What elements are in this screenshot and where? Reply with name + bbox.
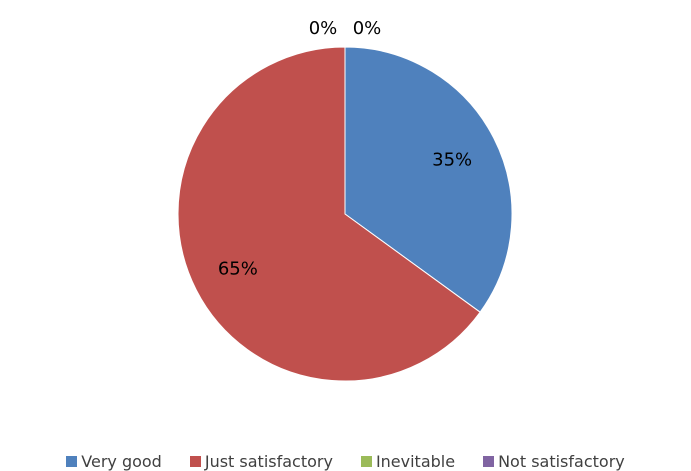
- pie-slice-just-satisfactory: [177, 46, 481, 382]
- legend-swatch-not-satisfactory: [483, 456, 495, 467]
- legend-item-inevitable: Inevitable: [360, 452, 456, 471]
- data-label-inevitable: 0%: [309, 18, 338, 39]
- legend-swatch-very-good: [66, 456, 78, 467]
- legend-label-very-good: Very good: [81, 452, 162, 471]
- data-label-just-satisfactory: 65%: [218, 259, 258, 280]
- legend-label-just-satisfactory: Just satisfactory: [204, 452, 333, 471]
- pie-slices: [177, 46, 513, 382]
- legend-item-very-good: Very good: [66, 452, 162, 471]
- legend-swatch-inevitable: [360, 456, 372, 467]
- legend-label-inevitable: Inevitable: [375, 452, 456, 471]
- legend-label-not-satisfactory: Not satisfactory: [498, 452, 625, 471]
- pie-slice-very-good: [344, 46, 513, 313]
- data-label-very-good: 35%: [432, 149, 472, 170]
- legend-item-just-satisfactory: Just satisfactory: [189, 452, 333, 471]
- legend-item-not-satisfactory: Not satisfactory: [483, 452, 625, 471]
- legend-swatch-just-satisfactory: [189, 456, 201, 467]
- data-label-not-satisfactory: 0%: [353, 18, 382, 39]
- chart-legend: Very good Just satisfactory Inevitable Not …: [0, 452, 691, 471]
- pie-data-labels: 35% 65% 0% 0%: [218, 18, 472, 280]
